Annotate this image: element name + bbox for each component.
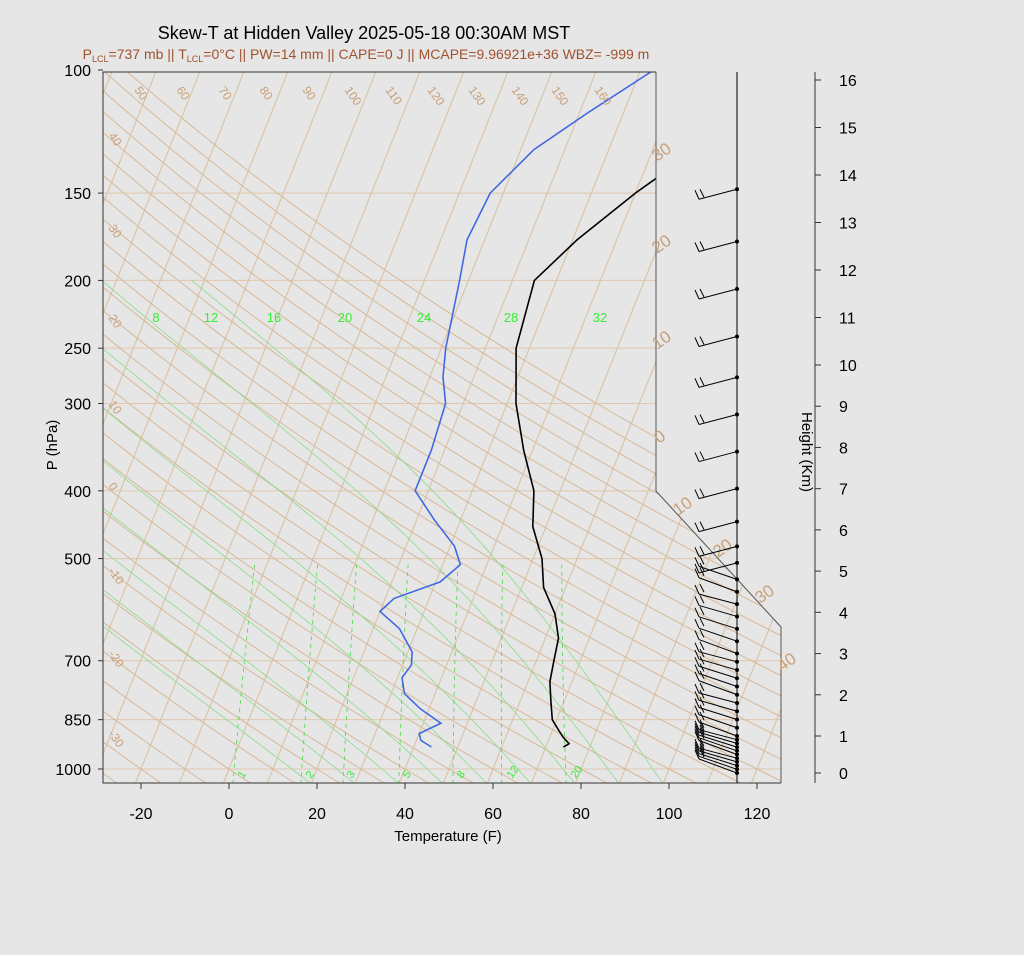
mixing-ratio-label-top: 28 xyxy=(504,310,518,325)
p-tick-label: 500 xyxy=(64,552,91,569)
subtitle-lcl-1: LCL xyxy=(92,54,109,64)
p-tick-label: 300 xyxy=(64,397,91,414)
height-tick-label: 9 xyxy=(839,399,848,416)
p-tick-label: 250 xyxy=(64,341,91,358)
p-tick-label: 850 xyxy=(64,713,91,730)
height-tick-label: 3 xyxy=(839,647,848,664)
height-tick-label: 13 xyxy=(839,216,857,233)
chart-subtitle: PLCL=737 mb || TLCL=0°C || PW=14 mm || C… xyxy=(83,46,650,64)
x-tick-label: 80 xyxy=(572,806,590,823)
isotherm-line xyxy=(0,54,119,783)
height-axis-title: Height (Km) xyxy=(798,412,815,492)
height-tick-label: 8 xyxy=(839,440,848,457)
isotherm-line xyxy=(751,54,1024,783)
isotherm-line xyxy=(839,54,1024,783)
height-tick-label: 5 xyxy=(839,564,848,581)
x-tick-label: 20 xyxy=(308,806,326,823)
x-tick-label: 0 xyxy=(225,806,234,823)
height-tick-label: 7 xyxy=(839,482,848,499)
mixing-ratio-label-top: 12 xyxy=(204,310,218,325)
isotherm-line xyxy=(0,54,31,783)
height-tick-label: 2 xyxy=(839,688,848,705)
p-tick-label: 400 xyxy=(64,484,91,501)
height-tick-label: 11 xyxy=(839,311,856,328)
mixing-ratio-label-top: 24 xyxy=(417,310,431,325)
height-tick-label: 14 xyxy=(839,168,857,185)
p-tick-label: 200 xyxy=(64,273,91,290)
p-tick-label: 700 xyxy=(64,654,91,671)
isotherm-line xyxy=(0,54,75,783)
mixing-ratio-label-top: 20 xyxy=(338,310,352,325)
x-axis-title: Temperature (F) xyxy=(394,828,502,845)
subtitle-mid: =737 mb || T xyxy=(109,46,188,62)
y-axis-title: P (hPa) xyxy=(44,420,61,471)
subtitle-p: P xyxy=(83,46,92,62)
x-tick-label: -20 xyxy=(129,806,152,823)
height-tick-label: 10 xyxy=(839,358,857,375)
subtitle-rest: =0°C || PW=14 mm || CAPE=0 J || MCAPE=9.… xyxy=(203,46,649,62)
p-tick-label: 100 xyxy=(64,63,91,80)
mixing-ratio-label-top: 32 xyxy=(593,310,607,325)
p-tick-label: 1000 xyxy=(55,762,91,779)
chart-title: Skew-T at Hidden Valley 2025-05-18 00:30… xyxy=(158,23,571,43)
height-tick-label: 16 xyxy=(839,73,857,90)
height-tick-label: 15 xyxy=(839,121,857,138)
mixing-ratio-label-top: 16 xyxy=(267,310,281,325)
height-tick-label: 6 xyxy=(839,523,848,540)
x-tick-label: 40 xyxy=(396,806,414,823)
height-tick-label: 12 xyxy=(839,263,857,280)
height-tick-label: 0 xyxy=(839,766,848,783)
height-tick-label: 1 xyxy=(839,729,848,746)
x-tick-label: 100 xyxy=(656,806,683,823)
p-tick-label: 150 xyxy=(64,186,91,203)
isotherm-line xyxy=(795,54,1024,783)
mixing-ratio-label-top: 8 xyxy=(152,310,159,325)
height-tick-label: 4 xyxy=(839,605,848,622)
plot-area xyxy=(0,54,1024,783)
dry-adiabat xyxy=(0,70,73,784)
x-tick-label: 120 xyxy=(744,806,771,823)
x-tick-label: 60 xyxy=(484,806,502,823)
subtitle-lcl-2: LCL xyxy=(187,54,204,64)
